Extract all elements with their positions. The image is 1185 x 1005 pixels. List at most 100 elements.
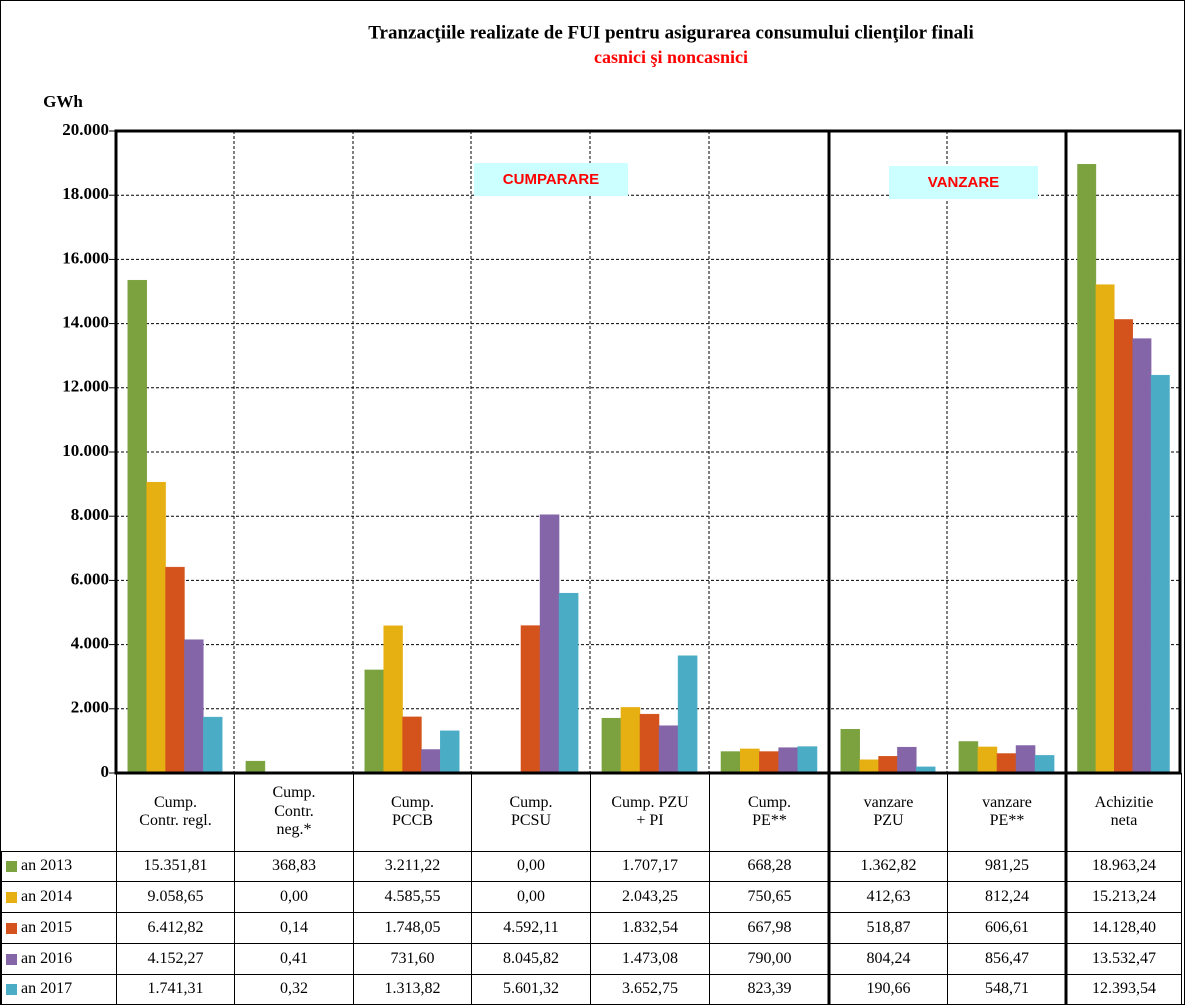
bar (402, 716, 422, 774)
bar (364, 669, 384, 774)
table-cell: 4.152,27 (116, 943, 235, 975)
bar (601, 717, 622, 774)
y-tick-label: 16.000 (62, 248, 109, 267)
y-tick-label: 6.000 (71, 569, 109, 588)
y-tick-label: 12.000 (62, 377, 109, 396)
bar (146, 481, 166, 774)
bar (658, 725, 679, 774)
category-label: Cump. PCSU (471, 773, 591, 852)
y-tick-label: 18.000 (62, 184, 109, 203)
bar (958, 741, 979, 774)
bar (677, 655, 698, 774)
y-tick-label: 20.000 (62, 120, 109, 139)
category-label: Achizitie neta (1066, 773, 1182, 852)
bar (620, 707, 641, 774)
table-cell: 668,28 (709, 851, 830, 882)
bar (840, 729, 860, 774)
table-cell: 981,25 (947, 851, 1067, 882)
table-cell: 856,47 (947, 943, 1067, 975)
table-cell: 606,61 (947, 912, 1067, 944)
table-cell: 15.213,24 (1066, 881, 1182, 913)
table-cell: 1.707,17 (590, 851, 710, 882)
bar (1015, 745, 1036, 774)
legend-label: an 2017 (21, 980, 73, 998)
legend-entry: an 2017 (1, 974, 117, 1004)
bar (720, 751, 741, 774)
table-cell: 9.058,65 (116, 881, 235, 913)
bar (797, 746, 818, 774)
bar (383, 625, 403, 774)
table-cell: 1.362,82 (829, 851, 948, 882)
table-cell: 8.045,82 (471, 943, 591, 975)
table-cell: 804,24 (829, 943, 948, 975)
bar (440, 730, 460, 774)
bar (739, 748, 760, 774)
category-label: Cump. PCCB (353, 773, 472, 852)
bar (977, 746, 998, 774)
legend-label: an 2015 (21, 918, 73, 936)
plot-frame (114, 129, 1182, 775)
table-cell: 790,00 (709, 943, 830, 975)
table-cell: 750,65 (709, 881, 830, 913)
table-cell: 731,60 (353, 943, 472, 975)
legend-label: an 2014 (21, 887, 73, 905)
bar (203, 716, 223, 774)
chart-title: Tranzacţiile realizate de FUI pentru asi… (368, 22, 974, 43)
category-label: Cump. PZU + PI (590, 773, 710, 852)
bar (184, 639, 204, 774)
table-cell: 13.532,47 (1066, 943, 1182, 975)
bar (520, 625, 541, 774)
table-cell: 190,66 (829, 974, 948, 1004)
table-cell: 4.585,55 (353, 881, 472, 913)
bar (1150, 374, 1170, 774)
y-tick-label: 4.000 (71, 634, 109, 653)
legend-swatch (6, 922, 17, 934)
legend-swatch (6, 984, 17, 995)
bar (558, 592, 579, 774)
table-cell: 0,32 (234, 974, 354, 1004)
bar (165, 566, 185, 774)
bar (539, 514, 560, 774)
table-cell: 548,71 (947, 974, 1067, 1004)
legend-entry: an 2015 (1, 912, 117, 944)
bar (1114, 319, 1133, 774)
bar (778, 747, 799, 774)
table-cell: 412,63 (829, 881, 948, 913)
category-label: Cump. PE** (709, 773, 830, 852)
legend-swatch (6, 953, 17, 965)
table-cell: 368,83 (234, 851, 354, 882)
table-cell: 0,00 (471, 851, 591, 882)
table-cell: 1.741,31 (116, 974, 235, 1004)
legend-entry: an 2014 (1, 881, 117, 913)
table-cell: 1.748,05 (353, 912, 472, 944)
table-cell: 3.211,22 (353, 851, 472, 882)
table-cell: 15.351,81 (116, 851, 235, 882)
bar (127, 279, 147, 774)
category-label: Cump. Contr. neg.* (234, 773, 354, 852)
category-label: Cump. Contr. regl. (116, 773, 235, 852)
bar (878, 756, 898, 774)
annotation-box (474, 163, 628, 196)
table-cell: 3.652,75 (590, 974, 710, 1004)
y-tick-label: 10.000 (62, 441, 109, 460)
y-tick-label: 0 (101, 762, 110, 781)
annotation-box (889, 166, 1038, 199)
bar (1095, 284, 1115, 774)
y-tick-label: 2.000 (71, 698, 109, 717)
table-cell: 5.601,32 (471, 974, 591, 1004)
table-cell: 4.592,11 (471, 912, 591, 944)
category-label: vanzare PZU (829, 773, 948, 852)
category-label: vanzare PE** (947, 773, 1067, 852)
table-cell: 18.963,24 (1066, 851, 1182, 882)
legend-entry: an 2016 (1, 943, 117, 975)
bar (996, 753, 1017, 774)
table-cell: 12.393,54 (1066, 974, 1182, 1004)
legend-swatch (6, 861, 17, 872)
y-axis-label: GWh (43, 92, 83, 111)
table-cell: 1.473,08 (590, 943, 710, 975)
bar (859, 759, 879, 774)
table-cell: 1.832,54 (590, 912, 710, 944)
annotation: VANZARE (928, 174, 999, 191)
